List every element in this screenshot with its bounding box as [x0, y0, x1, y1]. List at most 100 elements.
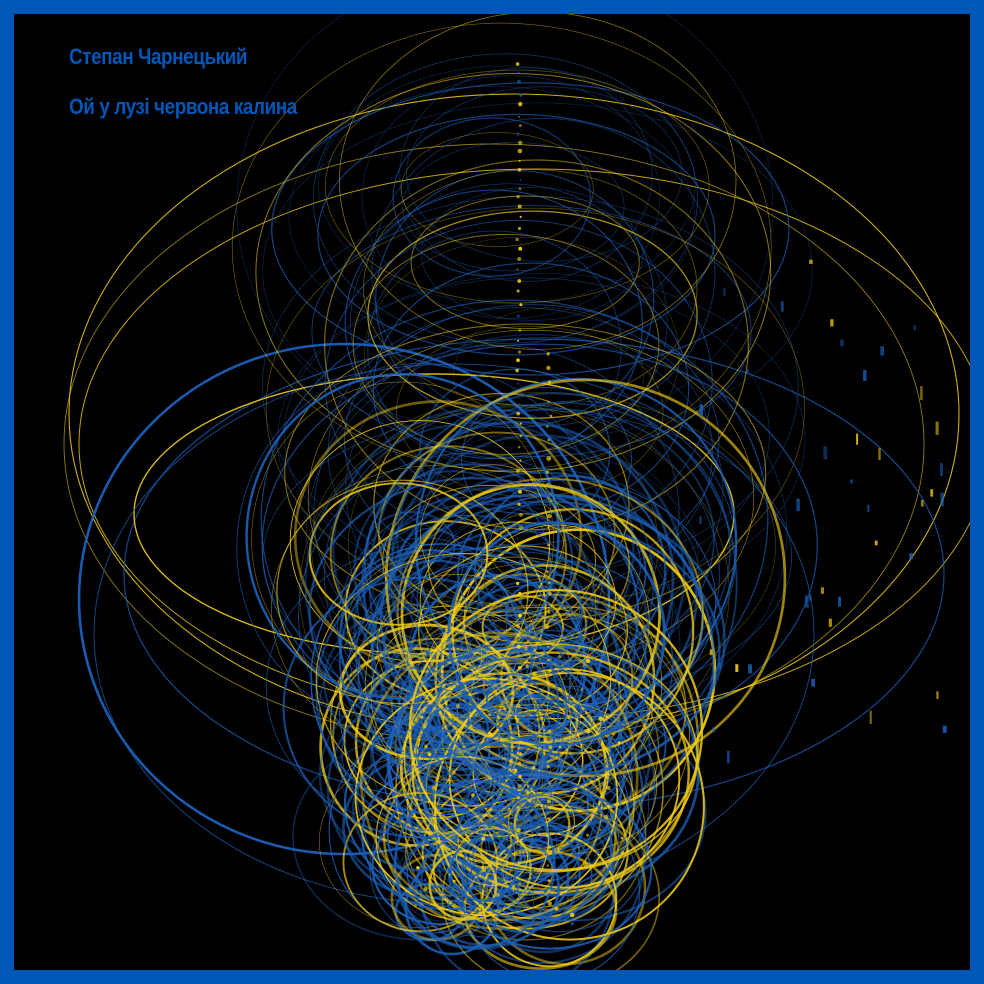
dot	[545, 833, 550, 838]
ring	[447, 787, 653, 950]
ring	[312, 53, 698, 344]
dot	[518, 774, 522, 779]
dot	[543, 738, 549, 743]
dot	[617, 682, 621, 686]
dash	[880, 346, 884, 356]
ring	[408, 588, 704, 872]
dot	[481, 837, 486, 841]
dot	[502, 714, 506, 718]
dot	[516, 268, 519, 271]
dot	[546, 425, 549, 428]
dot	[546, 482, 549, 486]
ring	[400, 132, 594, 247]
dot	[547, 729, 552, 733]
ring	[500, 612, 634, 743]
dot	[547, 658, 550, 662]
dash	[942, 725, 947, 733]
dash	[940, 492, 944, 507]
dot	[551, 644, 553, 647]
dot	[513, 768, 518, 773]
dot	[518, 328, 522, 332]
dot	[464, 828, 467, 831]
dot	[517, 761, 522, 765]
dash	[809, 259, 813, 264]
dot	[532, 766, 536, 770]
dot	[547, 526, 550, 529]
dot	[428, 902, 431, 905]
dash	[874, 540, 878, 546]
ring	[402, 141, 625, 272]
dot	[517, 900, 519, 902]
dot	[596, 850, 600, 854]
dot	[599, 828, 602, 831]
dot	[547, 901, 552, 906]
dot	[434, 711, 439, 716]
dot	[548, 745, 553, 750]
dot	[480, 865, 485, 870]
dot	[519, 478, 522, 481]
dot	[602, 840, 604, 843]
dot	[620, 836, 623, 840]
dot	[547, 380, 552, 385]
dot	[547, 799, 551, 804]
dot	[558, 745, 562, 749]
dash	[809, 595, 812, 601]
dot	[573, 847, 577, 850]
dot	[512, 884, 515, 888]
dot	[558, 655, 562, 659]
dot	[598, 716, 603, 722]
ring	[282, 576, 560, 839]
dot	[472, 752, 477, 757]
ring	[402, 503, 681, 789]
dot	[459, 854, 462, 857]
ring	[354, 677, 619, 917]
dot	[576, 858, 578, 860]
dot	[527, 785, 529, 788]
dot	[548, 581, 551, 585]
ring	[407, 551, 636, 768]
dot	[488, 732, 492, 736]
ring	[400, 483, 661, 745]
dot	[517, 79, 521, 84]
dot	[517, 382, 519, 385]
dot	[594, 854, 597, 857]
dot	[546, 352, 550, 356]
dot	[437, 728, 440, 731]
dash	[838, 596, 841, 607]
dot	[586, 833, 589, 837]
dot	[517, 204, 522, 209]
dot	[499, 830, 502, 834]
dot	[610, 691, 615, 696]
dot	[490, 711, 495, 716]
ring	[344, 304, 720, 578]
ring	[317, 113, 716, 356]
dot	[515, 818, 519, 821]
ring	[422, 694, 623, 894]
dot	[485, 636, 490, 640]
dash	[746, 368, 749, 374]
dot	[517, 665, 522, 670]
dot	[468, 840, 473, 845]
dot	[516, 851, 519, 853]
dot	[588, 767, 593, 772]
dot	[519, 513, 523, 517]
dot	[547, 879, 551, 883]
dot	[518, 657, 523, 661]
dot	[518, 591, 522, 596]
ring	[410, 504, 673, 718]
dot	[516, 624, 520, 629]
dot	[538, 747, 542, 751]
ring	[405, 86, 683, 262]
ring	[371, 117, 716, 427]
ring	[396, 325, 664, 498]
dot	[590, 785, 595, 790]
dot	[545, 570, 549, 574]
ring	[386, 783, 504, 889]
dot	[517, 838, 521, 841]
dot	[523, 902, 528, 906]
ring	[361, 75, 661, 319]
dot	[520, 793, 522, 795]
dot	[545, 821, 548, 823]
ring	[339, 14, 737, 350]
dot	[546, 456, 552, 461]
